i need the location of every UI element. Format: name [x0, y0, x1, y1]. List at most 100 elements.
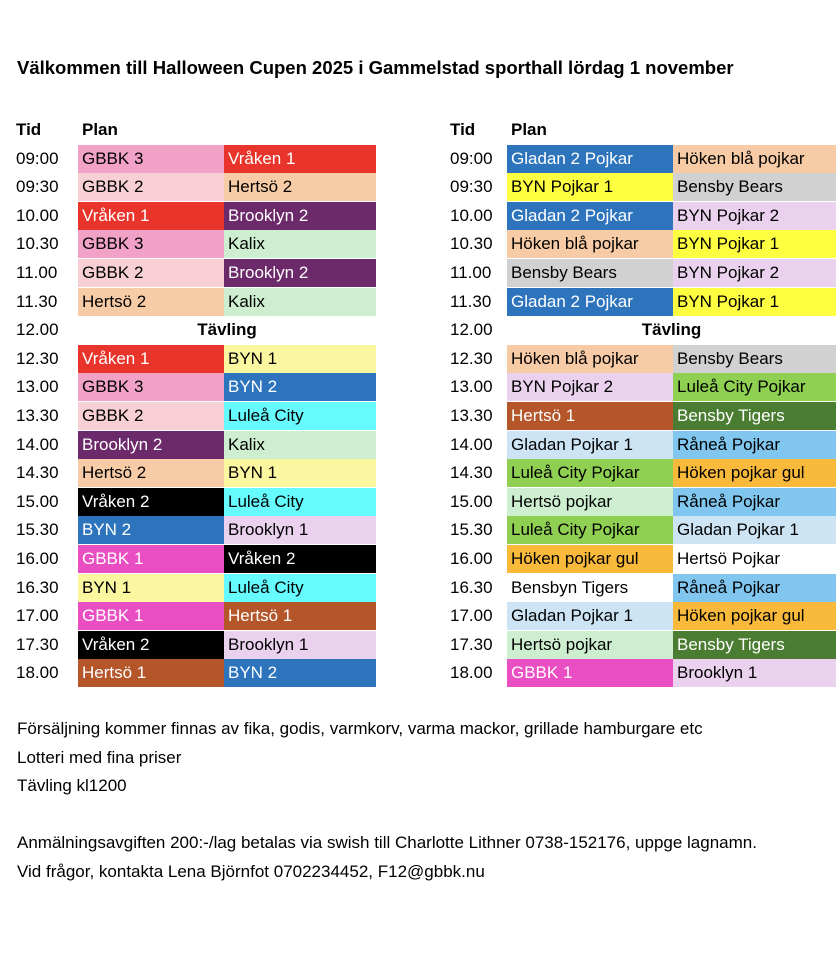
time-cell: 11.00: [450, 262, 492, 282]
team-away-cell: Råneå Pojkar: [673, 430, 836, 459]
time-cell: 16.00: [16, 548, 59, 568]
spacer: [17, 801, 757, 830]
team-home-cell: GBBK 3: [78, 373, 224, 402]
time-cell: 12.30: [450, 348, 493, 368]
info-sales: Försäljning kommer finnas av fika, godis…: [17, 719, 703, 738]
time-cell: 18.00: [16, 663, 59, 683]
time-cell: 11.30: [450, 291, 492, 311]
time-cell: 15.00: [450, 491, 493, 511]
team-home-cell: Brooklyn 2: [78, 430, 224, 459]
team-home-cell: Hertsö 1: [507, 401, 673, 430]
competition-break: Tävling: [641, 320, 702, 340]
team-away-cell: Brooklyn 1: [673, 659, 836, 688]
time-cell: 17.00: [450, 606, 493, 626]
time-cell: 11.30: [16, 291, 58, 311]
team-away-cell: Råneå Pojkar: [673, 487, 836, 516]
team-away-cell: Vråken 1: [224, 144, 376, 173]
team-away-cell: Luleå City: [224, 401, 376, 430]
time-cell: 12.00: [16, 320, 59, 340]
time-cell: 13.30: [16, 405, 59, 425]
team-away-cell: Vråken 2: [224, 544, 376, 573]
team-home-cell: GBBK 2: [78, 173, 224, 202]
team-home-cell: Gladan Pojkar 1: [507, 602, 673, 631]
time-cell: 10.00: [450, 205, 493, 225]
team-away-cell: Hertsö 2: [224, 173, 376, 202]
team-home-cell: Gladan 2 Pojkar: [507, 144, 673, 173]
team-home-cell: BYN 1: [78, 573, 224, 602]
team-away-cell: Bensby Bears: [673, 173, 836, 202]
team-away-cell: Gladan Pojkar 1: [673, 516, 836, 545]
time-cell: 09:00: [16, 148, 59, 168]
team-away-cell: Hertsö 1: [224, 602, 376, 631]
team-away-cell: BYN 2: [224, 659, 376, 688]
team-away-cell: BYN 1: [224, 344, 376, 373]
team-away-cell: Höken pojkar gul: [673, 602, 836, 631]
team-away-cell: Hertsö Pojkar: [673, 544, 836, 573]
info-lottery: Lotteri med fina priser: [17, 747, 182, 767]
time-cell: 14.00: [450, 434, 493, 454]
time-cell: 10.30: [450, 234, 493, 254]
time-cell: 09:00: [450, 148, 493, 168]
time-header: Tid: [16, 120, 42, 139]
time-cell: 16.30: [450, 577, 493, 597]
time-cell: 13.00: [16, 377, 59, 397]
team-home-cell: Höken blå pojkar: [507, 230, 673, 259]
team-away-cell: Brooklyn 2: [224, 201, 376, 230]
time-cell: 14.00: [16, 434, 59, 454]
team-home-cell: Luleå City Pojkar: [507, 459, 673, 488]
team-away-cell: Bensby Tigers: [673, 630, 836, 659]
team-home-cell: Gladan Pojkar 1: [507, 430, 673, 459]
team-home-cell: Höken pojkar gul: [507, 544, 673, 573]
time-cell: 10.30: [16, 234, 59, 254]
team-away-cell: Råneå Pojkar: [673, 573, 836, 602]
time-cell: 09:30: [450, 177, 493, 197]
team-home-cell: GBBK 1: [507, 659, 673, 688]
team-away-cell: Kalix: [224, 430, 376, 459]
team-away-cell: BYN 2: [224, 373, 376, 402]
team-home-cell: Vråken 2: [78, 487, 224, 516]
team-away-cell: Kalix: [224, 230, 376, 259]
team-away-cell: Brooklyn 1: [224, 516, 376, 545]
time-cell: 12.30: [16, 348, 59, 368]
time-cell: 16.30: [16, 577, 59, 597]
team-home-cell: Gladan 2 Pojkar: [507, 201, 673, 230]
team-away-cell: BYN Pojkar 2: [673, 201, 836, 230]
competition-break: Tävling: [197, 320, 257, 340]
team-away-cell: Luleå City: [224, 573, 376, 602]
team-home-cell: GBBK 3: [78, 144, 224, 173]
team-home-cell: Hertsö 2: [78, 287, 224, 316]
team-away-cell: Luleå City: [224, 487, 376, 516]
time-cell: 16.00: [450, 548, 493, 568]
team-away-cell: Bensby Bears: [673, 344, 836, 373]
team-away-cell: Brooklyn 2: [224, 258, 376, 287]
team-home-cell: Vråken 1: [78, 344, 224, 373]
time-cell: 11.00: [16, 262, 58, 282]
team-home-cell: GBBK 2: [78, 401, 224, 430]
team-home-cell: Hertsö pojkar: [507, 487, 673, 516]
team-home-cell: Hertsö pojkar: [507, 630, 673, 659]
time-cell: 17.00: [16, 606, 59, 626]
team-home-cell: Bensby Bears: [507, 258, 673, 287]
time-cell: 12.00: [450, 320, 493, 340]
time-cell: 17.30: [16, 634, 59, 654]
info-registration: Anmälningsavgiften 200:-/lag betalas via…: [17, 833, 757, 853]
time-header: Tid: [450, 120, 476, 139]
team-home-cell: Hertsö 2: [78, 459, 224, 488]
time-cell: 15.30: [450, 520, 493, 540]
team-home-cell: Höken blå pojkar: [507, 344, 673, 373]
team-away-cell: BYN Pojkar 1: [673, 230, 836, 259]
team-home-cell: Vråken 2: [78, 630, 224, 659]
team-away-cell: Luleå City Pojkar: [673, 373, 836, 402]
time-cell: 15.00: [16, 491, 59, 511]
team-away-cell: Bensby Tigers: [673, 401, 836, 430]
team-home-cell: Hertsö 1: [78, 659, 224, 688]
team-home-cell: GBBK 3: [78, 230, 224, 259]
info-section: Försäljning kommer finnas av fika, godis…: [17, 715, 757, 887]
time-cell: 14.30: [450, 463, 493, 483]
team-home-cell: BYN Pojkar 1: [507, 173, 673, 202]
time-cell: 17.30: [450, 634, 493, 654]
time-cell: 09:30: [16, 177, 59, 197]
team-home-cell: GBBK 1: [78, 602, 224, 631]
team-home-cell: BYN 2: [78, 516, 224, 545]
team-away-cell: Höken blå pojkar: [673, 144, 836, 173]
